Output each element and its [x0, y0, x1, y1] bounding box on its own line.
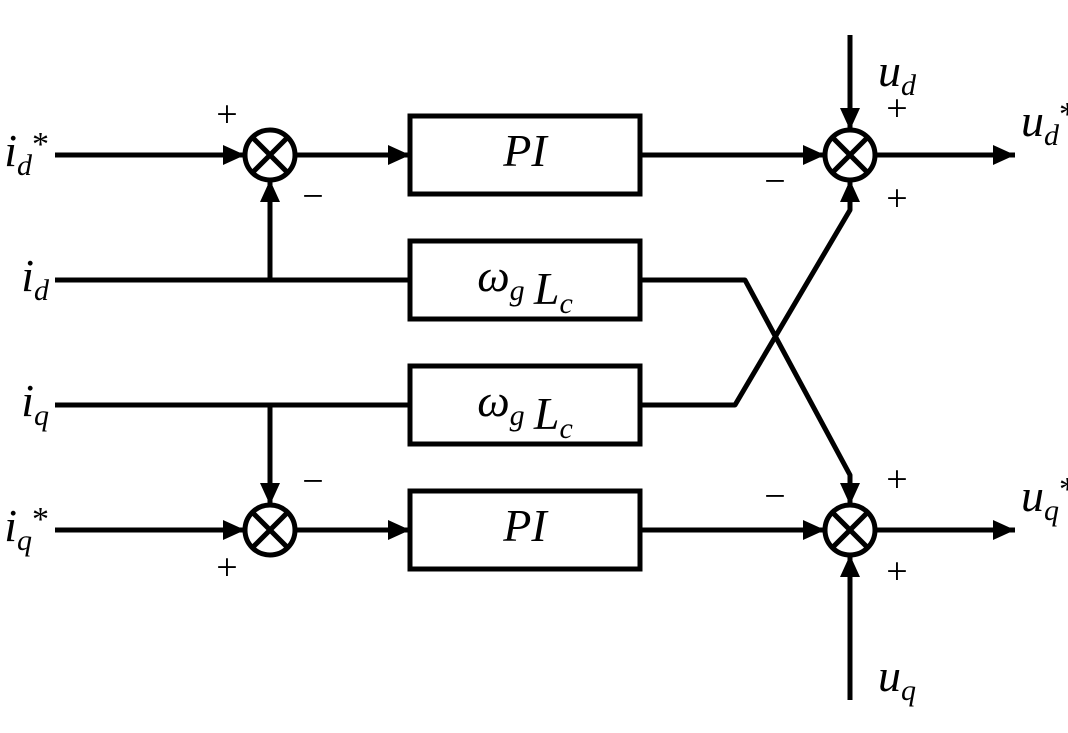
arrowhead: [260, 180, 280, 202]
arrowhead: [993, 520, 1015, 540]
arrowhead: [840, 555, 860, 577]
sign-sumout-bot-plus2: +: [886, 551, 907, 593]
label-uq-star: uq*: [1021, 470, 1068, 527]
label-id-text: id: [21, 250, 50, 307]
sign-sumout-bot-plus1: +: [886, 459, 907, 501]
arrowhead: [803, 145, 825, 165]
label-pi-bot-text: PI: [502, 500, 549, 551]
label-pi-top: PI: [502, 125, 549, 176]
label-id-star: id*: [4, 125, 49, 182]
sign-sumout-bot-minus: −: [764, 476, 785, 518]
label-pi-bot: PI: [502, 500, 549, 551]
arrowhead: [260, 483, 280, 505]
arrowhead: [803, 520, 825, 540]
arrowhead: [840, 483, 860, 505]
label-pi-top-text: PI: [502, 125, 549, 176]
sign-sumin-top-plus: +: [216, 94, 237, 136]
arrowhead: [840, 108, 860, 130]
arrowhead: [223, 520, 245, 540]
label-uq-star-text: uq*: [1021, 470, 1068, 527]
sign-sumout-top-plus1: +: [886, 88, 907, 130]
label-iq-star: iq*: [4, 500, 49, 557]
label-id: id: [21, 250, 50, 307]
arrowhead: [223, 145, 245, 165]
arrowhead: [840, 180, 860, 202]
sign-sumin-bot-minus: −: [302, 461, 323, 503]
label-id-star-text: id*: [4, 125, 49, 182]
arrowhead: [388, 520, 410, 540]
label-iq-text: iq: [21, 375, 49, 432]
arrowhead: [993, 145, 1015, 165]
sign-sumin-top-minus: −: [302, 176, 323, 218]
label-uq-text: uq: [878, 650, 916, 707]
sign-sumout-top-plus2: +: [886, 178, 907, 220]
arrowhead: [388, 145, 410, 165]
label-uq: uq: [878, 650, 916, 707]
label-iq: iq: [21, 375, 49, 432]
label-ud-star: ud*: [1021, 95, 1068, 152]
sign-sumin-bot-plus: +: [216, 547, 237, 589]
label-iq-star-text: iq*: [4, 500, 49, 557]
wire-cross-q-to-d: [640, 180, 850, 405]
sign-sumout-top-minus: −: [764, 161, 785, 203]
label-ud-star-text: ud*: [1021, 95, 1068, 152]
